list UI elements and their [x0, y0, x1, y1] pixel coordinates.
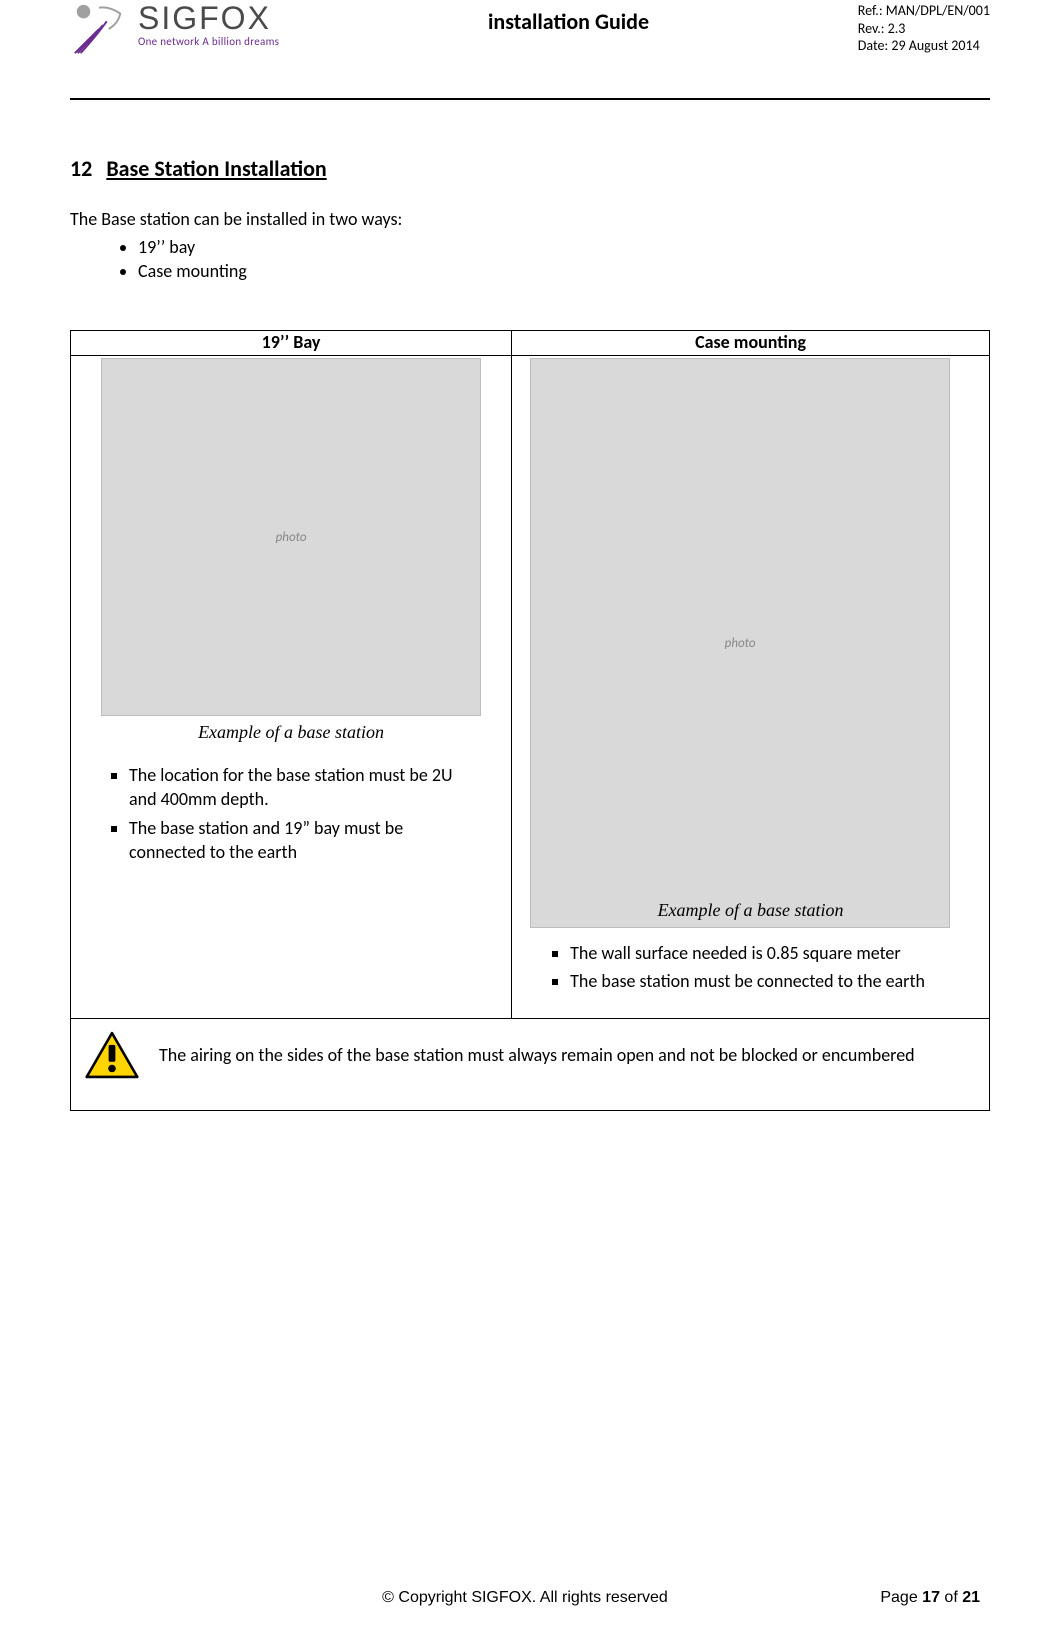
bay-photo-placeholder: photo [101, 358, 481, 716]
col2-cell: photo Example of a base station The wall… [512, 356, 990, 1019]
col1-cell: photo Example of a base station The loca… [71, 356, 512, 1019]
sigfox-logo-icon [70, 0, 128, 63]
col1-req-1: The location for the base station must b… [129, 763, 483, 812]
col1-requirements: The location for the base station must b… [129, 763, 483, 864]
logo-block: SIGFOX One network A billion dreams [70, 0, 279, 63]
intro-bullet-1: 19’’ bay [138, 236, 990, 258]
col2-req-1: The wall surface needed is 0.85 square m… [570, 941, 961, 965]
col1-req-2: The base station and 19” bay must be con… [129, 816, 483, 865]
document-header: SIGFOX One network A billion dreams inst… [70, 0, 990, 90]
installation-table: 19’’ Bay Case mounting photo Example of … [70, 330, 990, 1111]
meta-ref: Ref.: MAN/DPL/EN/001 [858, 2, 990, 20]
section-number: 12 [70, 155, 92, 182]
warning-text: The airing on the sides of the base stat… [159, 1043, 915, 1067]
intro-bullets: 19’’ bay Case mounting [138, 236, 990, 282]
col2-header: Case mounting [512, 331, 990, 356]
col2-requirements: The wall surface needed is 0.85 square m… [570, 941, 961, 994]
intro-text: The Base station can be installed in two… [70, 208, 990, 230]
intro-bullet-2: Case mounting [138, 260, 990, 282]
col2-req-2: The base station must be connected to th… [570, 969, 961, 993]
col1-header: 19’’ Bay [71, 331, 512, 356]
warning-icon [85, 1031, 139, 1084]
warning-cell: The airing on the sides of the base stat… [71, 1018, 990, 1110]
case-photo-placeholder: photo [530, 358, 950, 928]
section-title: Base Station Installation [106, 155, 326, 182]
meta-date: Date: 29 August 2014 [858, 37, 990, 55]
meta-rev: Rev.: 2.3 [858, 20, 990, 38]
logo-tagline: One network A billion dreams [138, 35, 279, 48]
logo-wordmark: SIGFOX [138, 0, 279, 37]
col1-caption: Example of a base station [81, 722, 501, 743]
document-title: installation Guide [488, 8, 649, 35]
footer: © Copyright SIGFOX. All rights reserved … [0, 1589, 1050, 1607]
content: 12 Base Station Installation The Base st… [70, 100, 990, 1111]
footer-copyright: © Copyright SIGFOX. All rights reserved [0, 1589, 1050, 1607]
document-meta: Ref.: MAN/DPL/EN/001 Rev.: 2.3 Date: 29 … [858, 2, 990, 55]
section-heading: 12 Base Station Installation [70, 155, 990, 182]
col2-caption: Example of a base station [522, 900, 979, 921]
